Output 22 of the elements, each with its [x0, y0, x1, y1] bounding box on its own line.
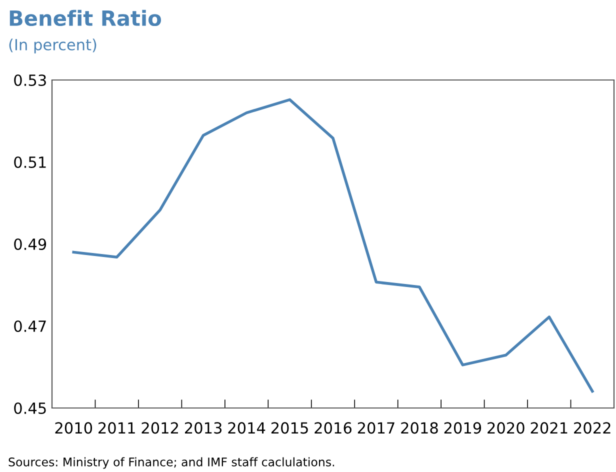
x-tick-label: 2020 [488, 422, 524, 434]
y-tick-label: 0.53 [14, 74, 46, 86]
chart-title: Benefit Ratio [10, 10, 162, 26]
x-tick-label: 2016 [314, 422, 352, 434]
x-tick-label: 2014 [228, 422, 266, 434]
x-tick-label: 2019 [444, 422, 482, 434]
x-tick-label: 2015 [271, 422, 308, 434]
x-tick-label: 2021 [530, 422, 568, 434]
y-tick-label: 0.45 [14, 402, 46, 414]
chart-subtitle: (In percent) [9, 38, 96, 54]
x-tick-label: 2013 [184, 422, 222, 434]
x-tick-label: 2012 [142, 422, 178, 434]
x-tick-label: 2017 [358, 422, 394, 434]
y-tick-label: 0.51 [14, 156, 46, 168]
x-tick-label: 2022 [574, 422, 610, 434]
x-tick-label: 2018 [401, 422, 438, 434]
line-series [72, 98, 594, 393]
y-tick-label: 0.47 [14, 320, 46, 332]
source-note: Sources: Ministry of Finance; and IMF staff caclulations. [8, 457, 334, 469]
x-tick-label: 2011 [98, 422, 135, 434]
y-tick-label: 0.49 [14, 238, 46, 250]
x-tick-label: 2010 [55, 422, 92, 434]
